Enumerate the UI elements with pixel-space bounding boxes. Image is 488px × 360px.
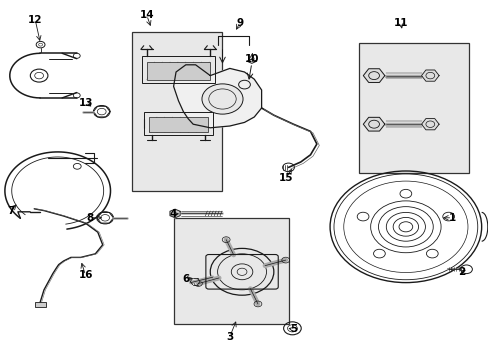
Bar	[359, 43, 468, 173]
Text: 2: 2	[458, 267, 465, 277]
Text: 10: 10	[244, 54, 259, 64]
Bar	[173, 218, 288, 324]
Text: 8: 8	[87, 213, 94, 223]
Text: 13: 13	[78, 98, 93, 108]
Text: 12: 12	[28, 15, 42, 25]
Text: 6: 6	[182, 274, 189, 284]
Polygon shape	[363, 69, 384, 82]
Polygon shape	[421, 70, 438, 81]
Bar	[142, 56, 215, 83]
Text: 15: 15	[278, 173, 293, 183]
Bar	[132, 32, 222, 191]
Text: 5: 5	[289, 324, 296, 334]
Bar	[35, 302, 46, 307]
Text: 16: 16	[78, 270, 93, 280]
Text: 11: 11	[393, 18, 407, 28]
Text: 7: 7	[7, 206, 15, 216]
Text: 1: 1	[448, 213, 455, 223]
Circle shape	[202, 84, 243, 114]
Polygon shape	[421, 118, 438, 130]
Text: 3: 3	[226, 332, 233, 342]
Polygon shape	[173, 65, 261, 128]
Polygon shape	[170, 209, 180, 218]
Text: 14: 14	[139, 10, 154, 20]
Text: 4: 4	[169, 209, 177, 219]
Bar	[149, 117, 207, 132]
Bar	[146, 62, 210, 80]
Text: 9: 9	[236, 18, 243, 28]
Polygon shape	[363, 117, 384, 131]
Bar	[144, 112, 212, 135]
